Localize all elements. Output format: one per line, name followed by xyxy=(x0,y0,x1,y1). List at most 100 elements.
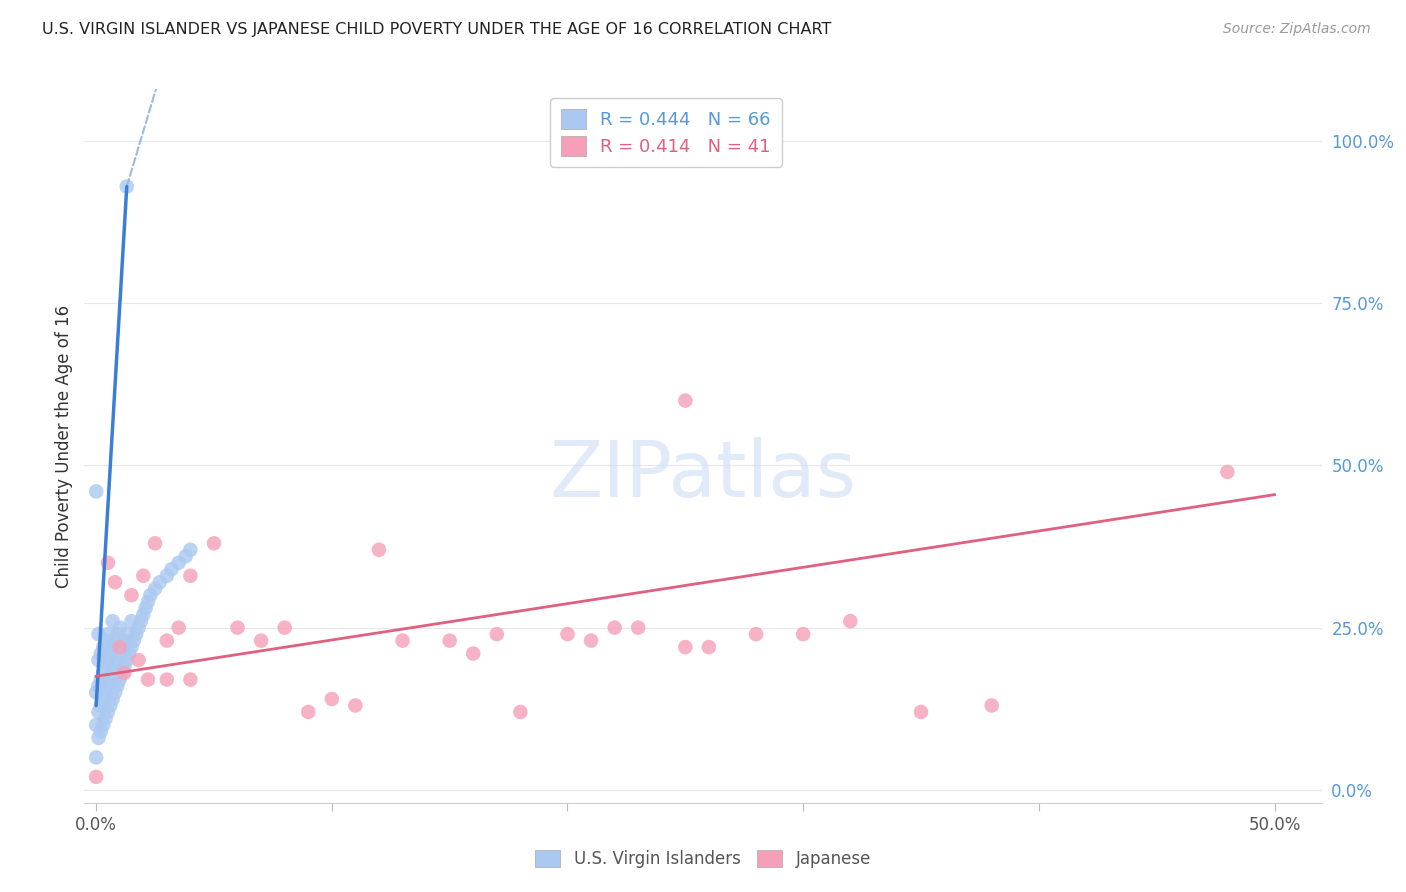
Point xyxy=(697,640,720,654)
Point xyxy=(344,698,367,713)
Point xyxy=(105,627,128,641)
Point xyxy=(111,666,134,681)
Point xyxy=(136,673,159,687)
Point xyxy=(112,666,135,681)
Point xyxy=(128,621,150,635)
Point xyxy=(90,673,112,687)
Point xyxy=(98,647,121,661)
Point xyxy=(509,705,531,719)
Point xyxy=(97,627,120,641)
Point xyxy=(108,673,131,687)
Point xyxy=(128,653,150,667)
Point xyxy=(167,621,190,635)
Point xyxy=(439,633,461,648)
Y-axis label: Child Poverty Under the Age of 16: Child Poverty Under the Age of 16 xyxy=(55,304,73,588)
Point xyxy=(179,542,201,557)
Point xyxy=(121,588,143,602)
Point xyxy=(84,484,107,499)
Point xyxy=(104,659,127,673)
Point xyxy=(121,614,143,628)
Legend: U.S. Virgin Islanders, Japanese: U.S. Virgin Islanders, Japanese xyxy=(529,843,877,875)
Point xyxy=(603,621,626,635)
Point xyxy=(368,542,391,557)
Point xyxy=(97,556,120,570)
Point xyxy=(121,640,143,654)
Point xyxy=(463,647,485,661)
Point xyxy=(87,705,110,719)
Point xyxy=(115,179,138,194)
Point xyxy=(156,568,179,582)
Point xyxy=(87,653,110,667)
Point xyxy=(91,666,114,681)
Point xyxy=(112,659,135,673)
Point xyxy=(90,724,112,739)
Point xyxy=(104,685,127,699)
Point xyxy=(179,673,201,687)
Point xyxy=(980,698,1002,713)
Point xyxy=(94,711,117,725)
Point xyxy=(125,627,148,641)
Text: Source: ZipAtlas.com: Source: ZipAtlas.com xyxy=(1223,22,1371,37)
Point xyxy=(108,621,131,635)
Point xyxy=(156,673,179,687)
Point xyxy=(105,653,128,667)
Point xyxy=(94,633,117,648)
Point xyxy=(91,718,114,732)
Point xyxy=(485,627,508,641)
Point xyxy=(673,393,696,408)
Point xyxy=(250,633,273,648)
Text: U.S. VIRGIN ISLANDER VS JAPANESE CHILD POVERTY UNDER THE AGE OF 16 CORRELATION C: U.S. VIRGIN ISLANDER VS JAPANESE CHILD P… xyxy=(42,22,831,37)
Point xyxy=(87,627,110,641)
Point xyxy=(94,659,117,673)
Point xyxy=(273,621,295,635)
Point xyxy=(132,568,155,582)
Point xyxy=(579,633,602,648)
Point xyxy=(839,614,862,628)
Point xyxy=(101,640,124,654)
Point xyxy=(174,549,197,564)
Point xyxy=(167,556,190,570)
Point xyxy=(143,536,166,550)
Point xyxy=(101,666,124,681)
Point xyxy=(139,588,162,602)
Point xyxy=(90,647,112,661)
Point xyxy=(910,705,932,719)
Point xyxy=(97,705,120,719)
Point xyxy=(104,633,127,648)
Point xyxy=(627,621,650,635)
Point xyxy=(87,731,110,745)
Point xyxy=(226,621,249,635)
Point xyxy=(321,692,343,706)
Point xyxy=(132,607,155,622)
Point xyxy=(112,633,135,648)
Point xyxy=(91,692,114,706)
Point xyxy=(143,582,166,596)
Point xyxy=(108,640,131,654)
Point xyxy=(179,568,201,582)
Point xyxy=(136,595,159,609)
Point xyxy=(97,679,120,693)
Point xyxy=(84,718,107,732)
Point xyxy=(94,685,117,699)
Point xyxy=(115,627,138,641)
Point xyxy=(111,640,134,654)
Point xyxy=(84,770,107,784)
Point xyxy=(792,627,814,641)
Point xyxy=(202,536,225,550)
Point xyxy=(105,679,128,693)
Point xyxy=(101,614,124,628)
Point xyxy=(90,698,112,713)
Point xyxy=(122,633,145,648)
Point xyxy=(91,640,114,654)
Point xyxy=(156,633,179,648)
Point xyxy=(1216,465,1239,479)
Point xyxy=(101,692,124,706)
Point xyxy=(84,685,107,699)
Point xyxy=(160,562,183,576)
Point xyxy=(118,647,141,661)
Point xyxy=(87,679,110,693)
Point xyxy=(108,647,131,661)
Point xyxy=(104,575,127,590)
Point xyxy=(97,653,120,667)
Point xyxy=(391,633,413,648)
